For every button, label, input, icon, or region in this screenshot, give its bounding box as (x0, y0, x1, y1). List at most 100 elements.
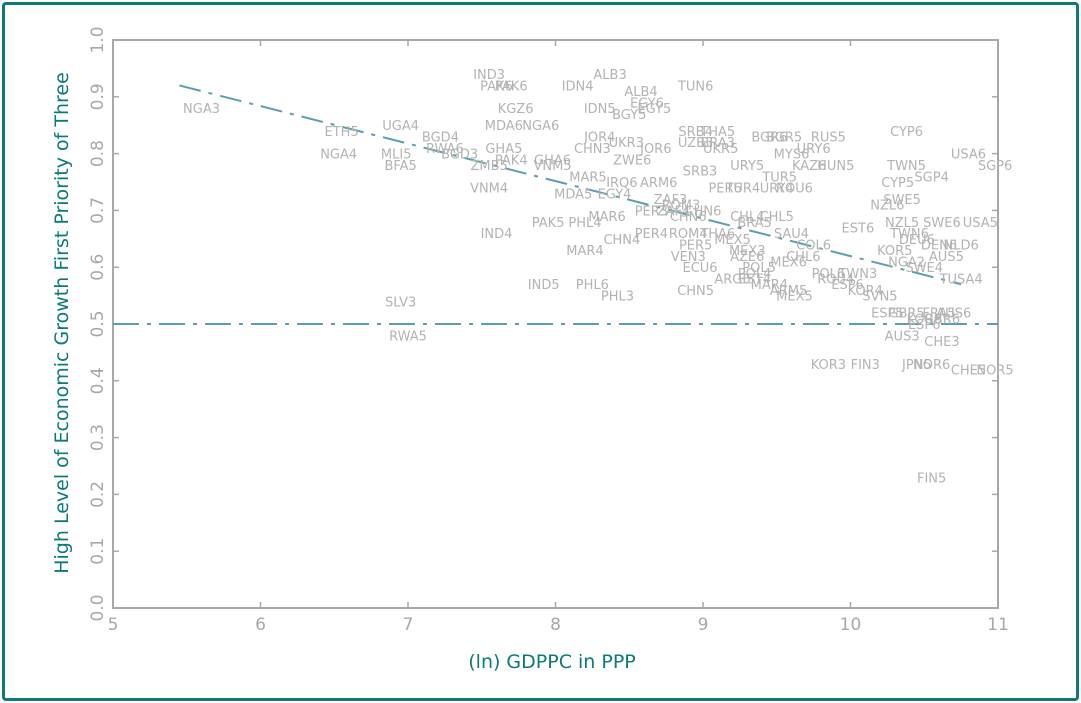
point-label: MAR4 (751, 278, 788, 293)
point-label: UKR3 (609, 136, 644, 151)
y-tick-label: 0.4 (88, 367, 108, 394)
point-label: ETH5 (325, 125, 359, 140)
point-label: BGD4 (422, 131, 459, 146)
point-label: ESP5 (871, 307, 904, 322)
point-label: KGZ6 (498, 102, 534, 117)
point-label: BFA5 (384, 159, 416, 174)
point-label: JOR4 (583, 131, 615, 146)
x-tick-label: 7 (403, 615, 414, 635)
point-label: SVN5 (862, 290, 897, 305)
point-label: IND4 (481, 227, 513, 242)
point-label: SRB3 (683, 165, 717, 180)
point-label: PER4 (635, 227, 668, 242)
y-tick-label: 0.3 (88, 424, 108, 451)
point-label: CHN6 (670, 210, 707, 225)
point-label: MYS6 (774, 148, 810, 163)
point-label: MAR5 (569, 170, 606, 185)
point-label: IND3 (473, 68, 505, 83)
point-label: TWN6 (889, 227, 929, 242)
point-label: AUS6 (936, 307, 971, 322)
point-label: NGA3 (183, 102, 220, 117)
point-label: GHA6 (534, 153, 571, 168)
point-label: VNM4 (470, 182, 508, 197)
point-label: NGA4 (320, 148, 357, 163)
point-label: CHN4 (603, 233, 640, 248)
point-label: BRA5 (737, 216, 772, 231)
y-axis-title: High Level of Economic Growth First Prio… (51, 72, 73, 574)
point-label: MEX5 (714, 233, 751, 248)
point-label: USA5 (963, 216, 998, 231)
point-label: MEX5 (776, 290, 813, 305)
point-label: SWE5 (883, 193, 921, 208)
point-label: IDN4 (562, 79, 594, 94)
point-label: NZL6 (870, 199, 904, 214)
point-label: POL6 (812, 267, 846, 282)
point-label: BRA3 (700, 136, 735, 151)
point-label: GHA5 (485, 142, 522, 157)
point-label: KAZ6 (792, 159, 826, 174)
point-label: DEU6 (899, 233, 935, 248)
y-tick-label: 0.1 (88, 538, 108, 565)
point-label: NGA2 (888, 256, 925, 271)
point-label: PER5 (679, 238, 712, 253)
y-tick-label: 0.7 (88, 197, 108, 224)
point-label: VNM5 (533, 159, 571, 174)
point-label: MEX6 (770, 256, 807, 271)
point-label: CHE3 (924, 335, 959, 350)
point-label: ESP6 (831, 278, 864, 293)
y-tick-label: 1.0 (88, 26, 108, 53)
point-label: ALB4 (624, 85, 657, 100)
point-label: AUS5 (929, 250, 964, 265)
point-label: SAU4 (774, 227, 809, 242)
point-label: ROU4 (817, 273, 854, 288)
point-label: KOR3 (811, 358, 846, 373)
point-label: RWA6 (426, 142, 464, 157)
point-label: ZMB5 (470, 159, 507, 174)
point-label: ECU6 (683, 261, 718, 276)
point-label: KOR4 (848, 284, 883, 299)
point-label: URY5 (730, 159, 764, 174)
point-label: CHE5 (951, 363, 986, 378)
point-label: UGA4 (382, 119, 419, 134)
point-label: HUN5 (817, 159, 854, 174)
point-label: PHL3 (601, 290, 634, 305)
point-label: PER6 (708, 182, 741, 197)
point-label: TUSA4 (939, 273, 983, 288)
point-label: SWE4 (905, 261, 943, 276)
point-label: IND5 (528, 278, 560, 293)
point-label: ROM4 (669, 227, 708, 242)
point-label: GBR5 (888, 307, 924, 322)
point-label: RWA5 (389, 329, 427, 344)
point-label: VEN3 (671, 250, 706, 265)
point-label: NOR6 (913, 358, 950, 373)
point-label: POL4 (738, 267, 772, 282)
point-label: MDA6 (485, 119, 523, 134)
point-label: BGD3 (441, 148, 478, 163)
point-label: SLV3 (385, 295, 416, 310)
x-tick-label: 11 (987, 615, 1009, 635)
y-tick-label: 0.5 (88, 310, 108, 337)
y-tick-label: 0.2 (88, 481, 108, 508)
x-tick-label: 5 (108, 615, 119, 635)
point-label: SRB4 (678, 125, 712, 140)
fit-line-path (179, 84, 962, 286)
point-label: ARM5 (770, 284, 807, 299)
point-label: KOR6 (907, 312, 942, 327)
point-label: PHL6 (576, 278, 609, 293)
point-label: FRA5 (922, 307, 955, 322)
point-label: ARM6 (640, 176, 677, 191)
point-label: URY4 (760, 182, 794, 197)
point-label: POL5 (742, 261, 776, 276)
point-label: MLI5 (381, 148, 412, 163)
point-label: THA5 (699, 125, 735, 140)
point-label: ZWE6 (613, 153, 651, 168)
point-label: URY6 (797, 142, 831, 157)
point-label: ZAF3 (654, 193, 688, 208)
x-tick-label: 9 (698, 615, 709, 635)
point-label: NOR5 (976, 363, 1013, 378)
y-tick-label: 0.8 (88, 140, 108, 167)
point-label: SWE6 (923, 216, 961, 231)
x-tick-label: 8 (550, 615, 561, 635)
